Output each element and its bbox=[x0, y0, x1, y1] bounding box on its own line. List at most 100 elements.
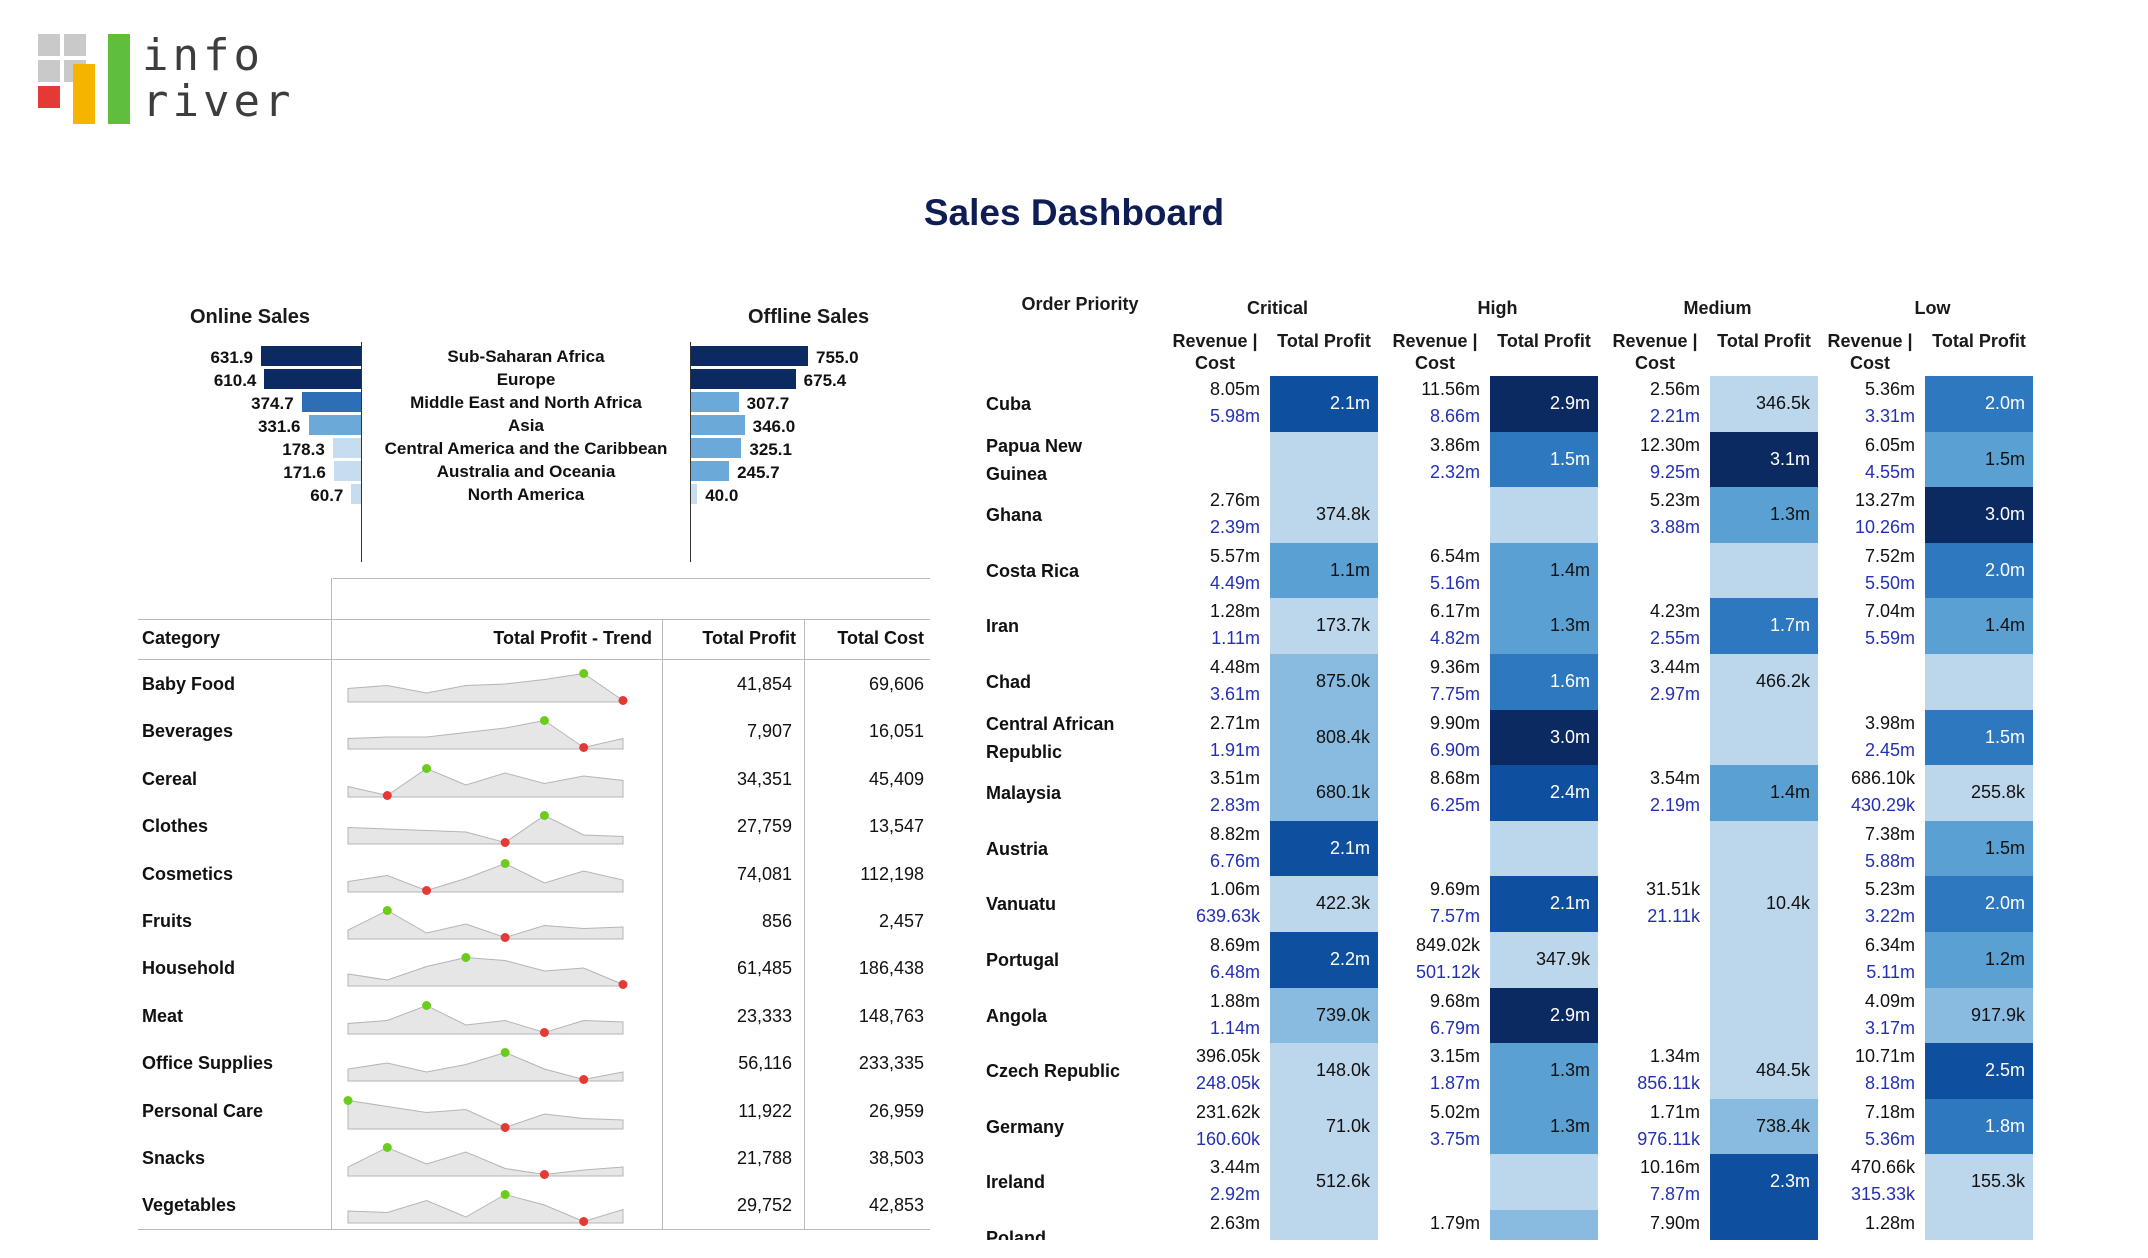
header-total-profit[interactable]: Total Profit bbox=[702, 628, 796, 648]
total-profit-cell[interactable]: 512.6k bbox=[1270, 1154, 1378, 1210]
total-profit-cell[interactable] bbox=[1710, 542, 1818, 599]
total-profit-cell[interactable]: 680.1k bbox=[1270, 765, 1378, 821]
revenue-cost-cell[interactable]: 7.18m 5.36m bbox=[1815, 1099, 1915, 1155]
revenue-cost-cell[interactable]: 9.90m 6.90m bbox=[1380, 710, 1480, 766]
total-profit-cell[interactable]: 1.4m bbox=[1925, 598, 2033, 654]
table-row[interactable]: Household 61,485 186,438 bbox=[138, 946, 930, 994]
table-row[interactable]: Office Supplies 56,116 233,335 bbox=[138, 1041, 930, 1089]
total-profit-cell[interactable]: 808.4k bbox=[1270, 709, 1378, 766]
priority-header[interactable]: Low bbox=[1914, 298, 1951, 318]
revenue-cost-cell[interactable]: 1.28m bbox=[1815, 1210, 1915, 1240]
total-profit-cell[interactable]: 422.3k bbox=[1270, 876, 1378, 932]
revenue-cost-cell[interactable]: 13.27m 10.26m bbox=[1815, 487, 1915, 543]
revenue-cost-cell[interactable] bbox=[1380, 487, 1480, 543]
total-profit-cell[interactable]: 1.4m bbox=[1490, 542, 1598, 599]
revenue-cost-cell[interactable]: 3.44m 2.97m bbox=[1600, 654, 1700, 710]
total-profit-cell[interactable]: 3.0m bbox=[1925, 487, 2033, 543]
revenue-cost-cell[interactable] bbox=[1160, 432, 1260, 488]
total-profit-cell[interactable] bbox=[1490, 1154, 1598, 1210]
total-profit-cell[interactable]: 3.0m bbox=[1490, 709, 1598, 766]
table-row[interactable]: Personal Care 11,922 26,959 bbox=[138, 1089, 930, 1137]
revenue-cost-header[interactable]: Revenue | Cost bbox=[1827, 331, 1913, 373]
revenue-cost-cell[interactable]: 6.17m 4.82m bbox=[1380, 598, 1480, 654]
total-profit-cell[interactable]: 1.3m bbox=[1710, 487, 1818, 543]
total-profit-cell[interactable]: 3.1m bbox=[1710, 431, 1818, 488]
revenue-cost-cell[interactable]: 6.05m 4.55m bbox=[1815, 432, 1915, 488]
total-profit-cell[interactable] bbox=[1710, 932, 1818, 988]
revenue-cost-cell[interactable]: 1.28m 1.11m bbox=[1160, 598, 1260, 654]
total-profit-cell[interactable]: 1.8m bbox=[1925, 1098, 2033, 1155]
revenue-cost-cell[interactable]: 9.36m 7.75m bbox=[1380, 654, 1480, 710]
table-row[interactable]: Fruits 856 2,457 bbox=[138, 899, 930, 947]
revenue-cost-cell[interactable]: 5.57m 4.49m bbox=[1160, 543, 1260, 599]
total-profit-cell[interactable]: 255.8k bbox=[1925, 765, 2033, 821]
revenue-cost-header[interactable]: Revenue | Cost bbox=[1612, 331, 1698, 373]
total-profit-cell[interactable]: 346.5k bbox=[1710, 376, 1818, 432]
revenue-cost-cell[interactable]: 6.34m 5.11m bbox=[1815, 932, 1915, 988]
matrix-row[interactable]: Angola 1.88m 1.14m 739.0k 9.68m 6.79m 2.9m 4.09… bbox=[980, 987, 2088, 1044]
revenue-cost-cell[interactable] bbox=[1600, 543, 1700, 599]
priority-header[interactable]: High bbox=[1477, 298, 1518, 318]
total-profit-cell[interactable]: 1.1m bbox=[1270, 542, 1378, 599]
total-profit-cell[interactable]: 1.5m bbox=[1925, 820, 2033, 877]
revenue-cost-cell[interactable]: 4.48m 3.61m bbox=[1160, 654, 1260, 710]
total-profit-cell[interactable]: 2.0m bbox=[1925, 876, 2033, 932]
total-profit-cell[interactable] bbox=[1925, 654, 2033, 710]
total-profit-cell[interactable]: 875.0k bbox=[1270, 654, 1378, 710]
matrix-row[interactable]: Poland 2.63m 1.79m 7.90m 1.28m bbox=[980, 1210, 2088, 1240]
revenue-cost-cell[interactable]: 1.79m bbox=[1380, 1210, 1480, 1240]
matrix-row[interactable]: Portugal 8.69m 6.48m 2.2m 849.02k 501.12k 347.… bbox=[980, 932, 2088, 988]
revenue-cost-cell[interactable]: 10.16m 7.87m bbox=[1600, 1154, 1700, 1210]
total-profit-cell[interactable]: 155.3k bbox=[1925, 1154, 2033, 1210]
matrix-row[interactable]: Central African Republic 2.71m 1.91m 808.4k… bbox=[980, 709, 2088, 766]
matrix-row[interactable]: Papua New Guinea 3.86m 2.32m 1.5m 12.30m 9.25… bbox=[980, 431, 2088, 488]
revenue-cost-cell[interactable]: 3.15m 1.87m bbox=[1380, 1043, 1480, 1099]
revenue-cost-cell[interactable]: 1.88m 1.14m bbox=[1160, 988, 1260, 1044]
total-profit-cell[interactable]: 2.1m bbox=[1270, 376, 1378, 432]
total-profit-cell[interactable] bbox=[1270, 431, 1378, 488]
revenue-cost-cell[interactable]: 2.76m 2.39m bbox=[1160, 487, 1260, 543]
revenue-cost-cell[interactable] bbox=[1600, 932, 1700, 988]
total-profit-cell[interactable] bbox=[1490, 487, 1598, 543]
revenue-cost-cell[interactable] bbox=[1600, 710, 1700, 766]
revenue-cost-header[interactable]: Revenue | Cost bbox=[1172, 331, 1258, 373]
revenue-cost-cell[interactable] bbox=[1600, 821, 1700, 877]
revenue-cost-cell[interactable]: 1.34m 856.11k bbox=[1600, 1043, 1700, 1099]
total-profit-cell[interactable]: 2.0m bbox=[1925, 542, 2033, 599]
total-profit-cell[interactable] bbox=[1710, 820, 1818, 877]
table-row[interactable]: Meat 23,333 148,763 bbox=[138, 994, 930, 1042]
total-profit-cell[interactable] bbox=[1710, 1210, 1818, 1240]
total-profit-cell[interactable]: 2.9m bbox=[1490, 376, 1598, 432]
table-row[interactable]: Snacks 21,788 38,503 bbox=[138, 1136, 930, 1184]
total-profit-cell[interactable]: 2.9m bbox=[1490, 987, 1598, 1044]
matrix-row[interactable]: Malaysia 3.51m 2.83m 680.1k 8.68m 6.25m 2.4m 3.… bbox=[980, 765, 2088, 821]
total-profit-cell[interactable]: 1.3m bbox=[1490, 1043, 1598, 1099]
matrix-row[interactable]: Austria 8.82m 6.76m 2.1m 7.38m 5.88m 1.5m bbox=[980, 820, 2088, 877]
total-profit-cell[interactable]: 917.9k bbox=[1925, 987, 2033, 1044]
total-profit-header[interactable]: Total Profit bbox=[1717, 331, 1811, 351]
revenue-cost-cell[interactable]: 686.10k 430.29k bbox=[1815, 765, 1915, 821]
header-total-cost[interactable]: Total Cost bbox=[837, 628, 924, 648]
total-profit-cell[interactable]: 1.6m bbox=[1490, 654, 1598, 710]
revenue-cost-cell[interactable]: 5.23m 3.88m bbox=[1600, 487, 1700, 543]
total-profit-cell[interactable]: 374.8k bbox=[1270, 487, 1378, 543]
total-profit-cell[interactable]: 10.4k bbox=[1710, 876, 1818, 932]
revenue-cost-cell[interactable]: 3.54m 2.19m bbox=[1600, 765, 1700, 821]
total-profit-cell[interactable] bbox=[1925, 1210, 2033, 1240]
revenue-cost-cell[interactable]: 8.68m 6.25m bbox=[1380, 765, 1480, 821]
total-profit-cell[interactable]: 2.1m bbox=[1270, 820, 1378, 877]
matrix-row[interactable]: Chad 4.48m 3.61m 875.0k 9.36m 7.75m 1.6m 3.44m 2… bbox=[980, 654, 2088, 710]
revenue-cost-cell[interactable]: 3.44m 2.92m bbox=[1160, 1154, 1260, 1210]
total-profit-cell[interactable]: 2.1m bbox=[1490, 876, 1598, 932]
total-profit-cell[interactable] bbox=[1490, 820, 1598, 877]
table-row[interactable]: Vegetables 29,752 42,853 bbox=[138, 1183, 930, 1231]
total-profit-cell[interactable]: 484.5k bbox=[1710, 1043, 1818, 1099]
total-profit-cell[interactable]: 466.2k bbox=[1710, 654, 1818, 710]
revenue-cost-cell[interactable]: 10.71m 8.18m bbox=[1815, 1043, 1915, 1099]
revenue-cost-cell[interactable]: 3.98m 2.45m bbox=[1815, 710, 1915, 766]
total-profit-cell[interactable]: 347.9k bbox=[1490, 932, 1598, 988]
matrix-row[interactable]: Vanuatu 1.06m 639.63k 422.3k 9.69m 7.57m 2.1m 3… bbox=[980, 876, 2088, 932]
revenue-cost-cell[interactable]: 396.05k 248.05k bbox=[1160, 1043, 1260, 1099]
revenue-cost-cell[interactable]: 3.86m 2.32m bbox=[1380, 432, 1480, 488]
revenue-cost-cell[interactable]: 5.02m 3.75m bbox=[1380, 1099, 1480, 1155]
